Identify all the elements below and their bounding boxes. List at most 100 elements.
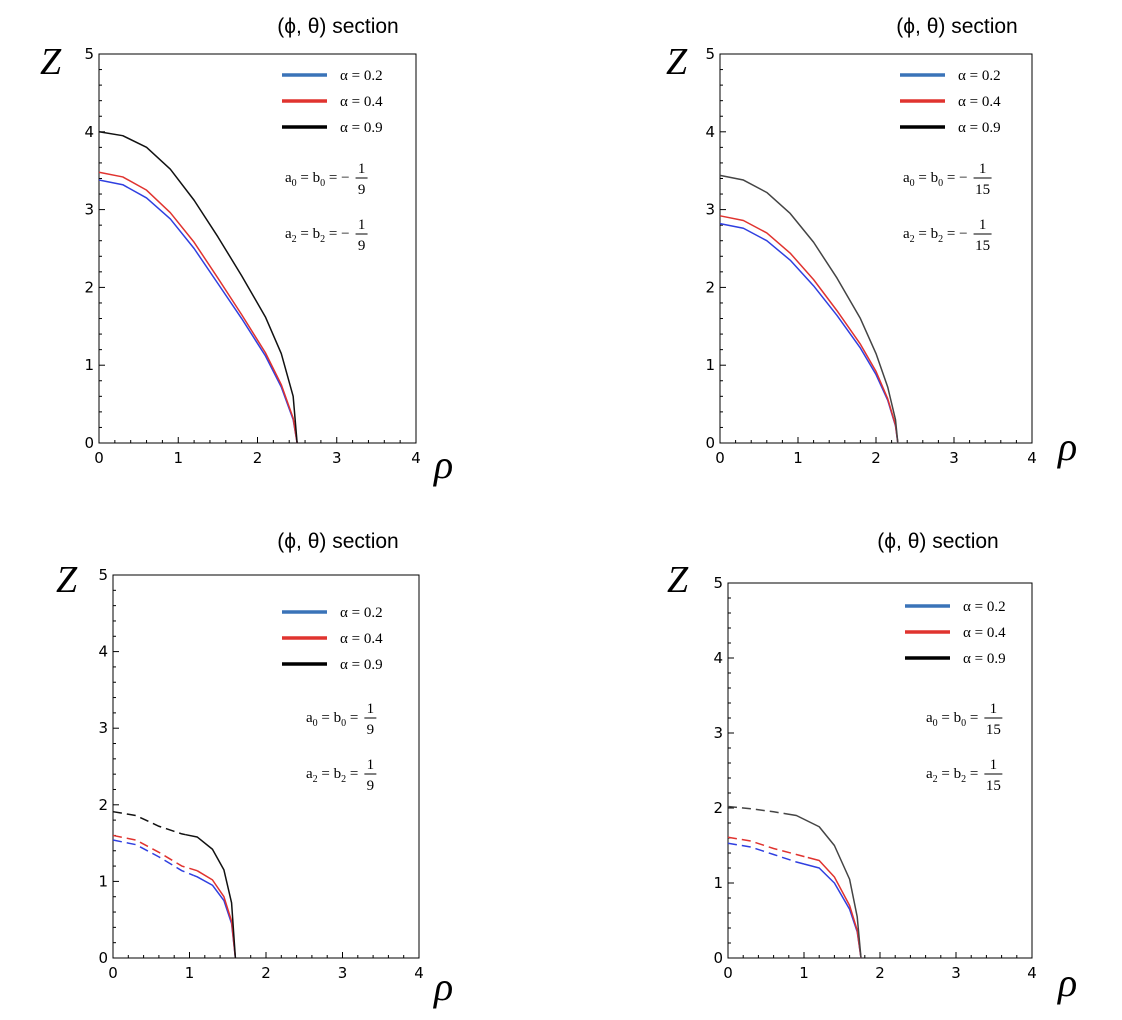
fraction-numerator: 1: [367, 701, 375, 717]
series-line-1: [719, 222, 899, 444]
annotation-equation-1: a0 = b0 =: [306, 710, 358, 729]
series-line-1: [98, 179, 298, 444]
annotation-part: 2: [292, 234, 297, 245]
x-tick-label: 1: [793, 449, 803, 467]
y-tick-label: 3: [84, 201, 94, 219]
annotation-part: 2: [320, 234, 325, 245]
series-line-3: [719, 174, 899, 444]
x-tick-label: 3: [338, 964, 348, 982]
x-axis-label: ρ: [1056, 960, 1077, 1005]
series-line-dashed-2: [727, 836, 808, 859]
y-tick-label: 5: [84, 45, 94, 63]
annotation-part: = −: [943, 226, 967, 242]
y-tick-label: 2: [705, 278, 715, 296]
y-tick-label: 5: [713, 574, 723, 592]
annotation-part: 0: [938, 178, 943, 189]
annotation-part: = b: [318, 766, 341, 782]
annotation-part: = b: [938, 766, 961, 782]
series-line-dashed-3: [112, 810, 186, 836]
y-tick-label: 5: [705, 45, 715, 63]
series-line-solid-2: [807, 856, 862, 959]
legend-label-3: α = 0.9: [958, 120, 1001, 136]
legend-label-2: α = 0.4: [963, 625, 1006, 641]
chart-title: (ϕ, θ) section: [896, 15, 1017, 38]
legend-label-3: α = 0.9: [963, 651, 1006, 667]
y-tick-label: 1: [84, 356, 94, 374]
annotation-part: = b: [297, 226, 320, 242]
fraction-denominator: 15: [975, 238, 990, 254]
series-line-dashed-1: [112, 839, 194, 876]
fraction-numerator: 1: [979, 217, 987, 233]
x-tick-label: 1: [799, 964, 809, 982]
y-tick-label: 4: [84, 123, 94, 141]
annotation-part: 0: [933, 718, 938, 729]
series-line-solid-1: [803, 863, 862, 959]
x-tick-label: 4: [414, 964, 424, 982]
fraction-numerator: 1: [367, 757, 375, 773]
y-axis-label: Z: [56, 559, 78, 601]
legend-label-3: α = 0.9: [340, 657, 383, 673]
x-axis-label: ρ: [432, 442, 453, 487]
y-tick-label: 2: [98, 796, 108, 814]
annotation-equation-2: a2 = b2 = −: [903, 226, 968, 245]
x-tick-label: 3: [949, 449, 959, 467]
x-tick-label: 2: [875, 964, 885, 982]
x-tick-label: 3: [332, 449, 342, 467]
annotation-part: 2: [341, 774, 346, 785]
series-line-solid-3: [185, 833, 237, 959]
annotation-part: =: [346, 710, 358, 726]
annotation-part: =: [966, 766, 978, 782]
y-axis-label: Z: [667, 559, 689, 601]
series-line-dashed-2: [112, 834, 198, 872]
annotation-part: 0: [313, 718, 318, 729]
x-tick-label: 2: [253, 449, 263, 467]
x-tick-label: 1: [185, 964, 195, 982]
fraction-denominator: 9: [367, 722, 375, 738]
x-tick-label: 0: [94, 449, 104, 467]
annotation-part: 2: [910, 234, 915, 245]
y-axis-label: Z: [666, 41, 688, 83]
annotation-part: 2: [933, 774, 938, 785]
y-tick-label: 3: [705, 201, 715, 219]
annotation-equation-1: a0 = b0 = −: [285, 170, 350, 189]
y-tick-label: 0: [84, 434, 94, 452]
annotation-part: 2: [938, 234, 943, 245]
chart-panel-3: (ϕ, θ) section Zρ 0 1 2 3 4 0 1 2 3 4 5 α = 0.2 α = 0.…: [56, 530, 453, 1009]
annotation-part: 0: [292, 178, 297, 189]
annotation-equation-2: a2 = b2 =: [306, 766, 358, 785]
y-tick-label: 4: [98, 643, 108, 661]
y-tick-label: 1: [705, 356, 715, 374]
y-axis-label: Z: [40, 41, 62, 83]
x-tick-label: 4: [1027, 449, 1037, 467]
x-tick-label: 1: [173, 449, 183, 467]
legend-label-2: α = 0.4: [958, 94, 1001, 110]
annotation-part: 0: [320, 178, 325, 189]
x-tick-label: 3: [951, 964, 961, 982]
annotation-part: = b: [318, 710, 341, 726]
annotation-part: = −: [943, 170, 967, 186]
series-line-solid-3: [784, 812, 862, 959]
x-tick-label: 2: [871, 449, 881, 467]
fraction-denominator: 9: [358, 182, 366, 198]
annotation-part: =: [346, 766, 358, 782]
fraction-denominator: 9: [358, 238, 366, 254]
series-line-2: [98, 171, 298, 444]
fraction-numerator: 1: [979, 161, 987, 177]
annotation-part: 2: [961, 774, 966, 785]
annotation-equation-1: a0 = b0 =: [926, 710, 978, 729]
legend-label-3: α = 0.9: [340, 120, 383, 136]
y-tick-label: 1: [98, 872, 108, 890]
annotation-part: 0: [961, 718, 966, 729]
annotation-part: a: [926, 766, 933, 782]
legend-label-1: α = 0.2: [340, 68, 383, 84]
fraction-numerator: 1: [358, 217, 366, 233]
chart-title: (ϕ, θ) section: [877, 530, 998, 553]
y-tick-label: 4: [713, 649, 723, 667]
fraction-denominator: 15: [986, 778, 1001, 794]
legend-label-2: α = 0.4: [340, 631, 383, 647]
x-axis-label: ρ: [1056, 424, 1077, 469]
x-tick-label: 0: [715, 449, 725, 467]
annotation-part: a: [306, 710, 313, 726]
series-line-dashed-1: [727, 842, 805, 865]
fraction-denominator: 9: [367, 778, 375, 794]
